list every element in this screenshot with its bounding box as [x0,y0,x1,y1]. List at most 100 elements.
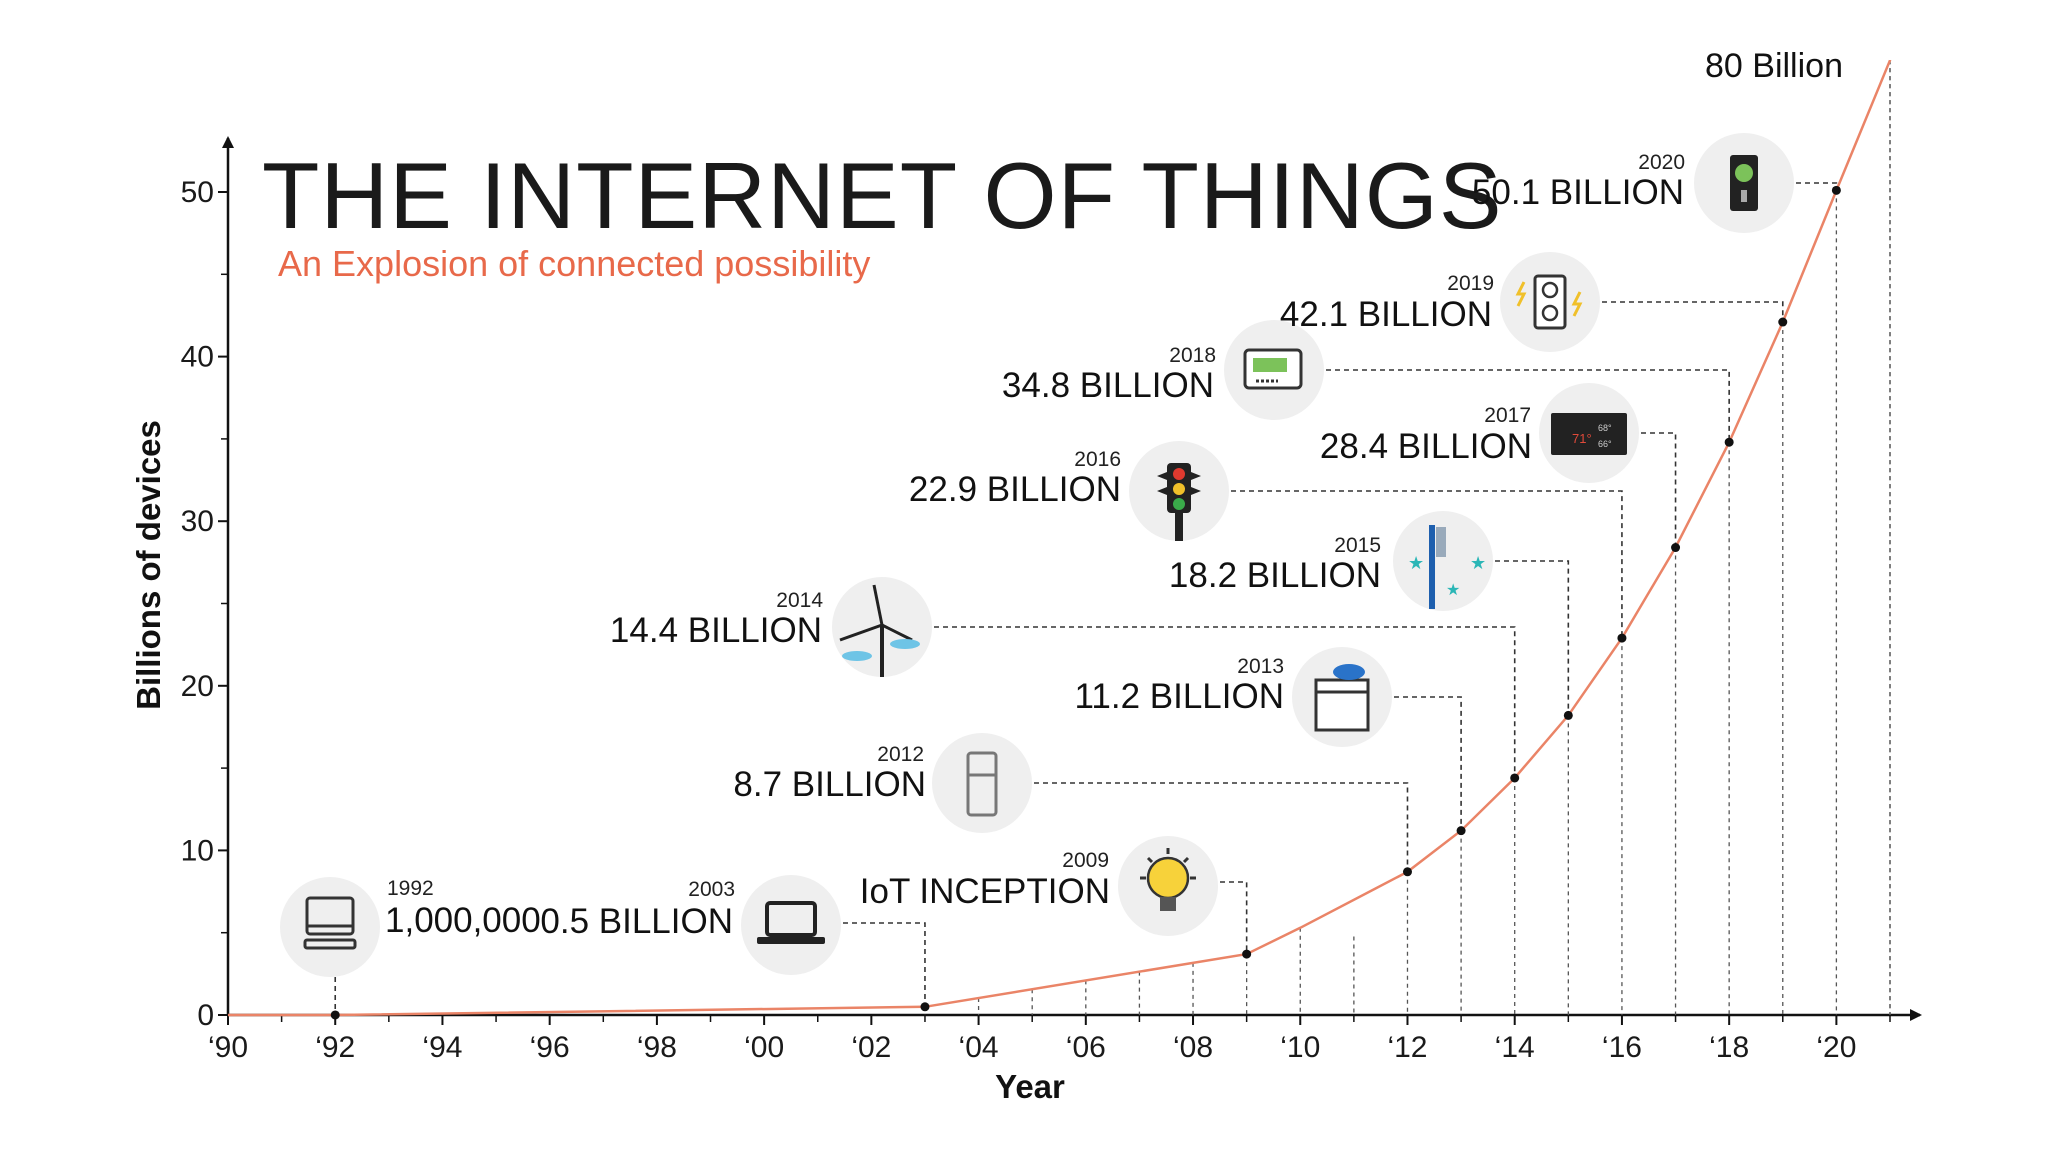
callout-label: 14.4 BILLION [610,611,822,650]
callout-year: 2016 [1074,448,1121,471]
data-point [1456,826,1466,836]
callout-2009: 2009 IoT INCEPTION [860,836,1218,936]
callout-badge [932,733,1032,833]
callout-year: 2018 [1169,344,1216,367]
x-tick-label: ‘02 [851,1031,891,1064]
callout-connector [1602,301,1784,323]
callout-2014: 2014 14.4 BILLION [610,577,932,677]
callout-year: 2009 [1062,849,1109,872]
callout-2015: ★ ★ ★ 2015 18.2 BILLION [1169,511,1493,611]
y-tick-label: 0 [197,999,214,1032]
top-annotation: 80 Billion [1705,47,1843,85]
x-axis-title: Year [995,1068,1065,1105]
smart-lock-icon [1730,155,1758,211]
traffic-light-icon [1157,463,1201,541]
x-tick-label: ‘16 [1602,1031,1642,1064]
callout-label: 1,000,000 [385,901,541,940]
chart-subtitle: An Explosion of connected possibility [278,243,870,284]
x-tick-label: ‘98 [637,1031,677,1064]
refrigerator-icon [966,751,998,817]
callout-connector [934,626,1516,778]
callout-2020: 2020 50.1 BILLION [1472,133,1794,233]
svg-text:★: ★ [1446,582,1460,599]
callout-2017: 71° 68° 66° 2017 28.4 BILLION [1320,383,1639,483]
data-point [1510,773,1520,783]
axis-ticks: ‘90 ‘92 ‘94 ‘96 ‘98 ‘00 ‘02 ‘04 ‘06 ‘08 ‘10 ‘12 ‘14 ‘… [181,176,1891,1064]
x-tick-label: ‘18 [1709,1031,1749,1064]
laptop-icon [757,901,825,944]
data-point [1402,867,1412,877]
callout-year: 2014 [776,589,823,612]
callout-connector [1326,369,1730,443]
smart-meter-icon [1243,348,1303,390]
y-axis-title: Billions of devices [130,420,167,710]
stove-icon [1314,664,1370,732]
callout-2013: 2013 11.2 BILLION [1075,647,1392,747]
callout-2003: 2003 0.5 BILLION [540,875,841,975]
callout-badge [1393,511,1493,611]
x-tick-label: ‘04 [959,1031,999,1064]
svg-text:68°: 68° [1598,423,1612,433]
x-tick-label: ‘20 [1816,1031,1856,1064]
callout-connector [1394,696,1462,831]
data-point [1724,437,1734,447]
callout-label: 42.1 BILLION [1280,295,1492,334]
x-tick-label: ‘06 [1066,1031,1106,1064]
callout-label: 11.2 BILLION [1075,677,1284,716]
x-tick-label: ‘90 [208,1031,248,1064]
data-point [920,1002,930,1012]
x-tick-label: ‘94 [422,1031,462,1064]
wind-turbine-icon [839,584,920,677]
svg-text:71°: 71° [1572,431,1592,446]
y-tick-label: 50 [181,176,214,209]
callout-label: 18.2 BILLION [1169,556,1381,595]
data-point [1617,633,1627,643]
callout-connector [1641,432,1677,548]
callout-year: 1992 [387,877,434,900]
data-point [1563,710,1573,720]
data-markers [330,185,1841,1020]
svg-text:66°: 66° [1598,439,1612,449]
callout-connectors [334,182,1838,1015]
callout-connector [843,922,926,1007]
callout-label: IoT INCEPTION [860,872,1110,911]
callout-label: 28.4 BILLION [1320,427,1532,466]
x-tick-label: ‘00 [744,1031,784,1064]
data-point [1671,543,1681,553]
y-tick-label: 40 [181,341,214,374]
data-point [1778,317,1788,327]
callout-2016: 2016 22.9 BILLION [909,441,1229,541]
x-tick-label: ‘10 [1280,1031,1320,1064]
x-tick-label: ‘96 [530,1031,570,1064]
callout-2012: 2012 8.7 BILLION [733,733,1032,833]
light-bulb-icon [1140,848,1196,911]
callout-label: 22.9 BILLION [909,470,1121,509]
callout-connector [1495,560,1570,716]
chart-title: THE INTERNET OF THINGS [262,143,1503,248]
callout-connector [1796,182,1838,191]
callout-2018: 2018 34.8 BILLION [1002,320,1324,420]
callout-year: 2017 [1484,404,1531,427]
toothbrush-icon: ★ ★ ★ [1408,525,1486,609]
callout-label: 34.8 BILLION [1002,366,1214,405]
callout-label: 50.1 BILLION [1472,173,1684,212]
callout-year: 2015 [1334,534,1381,557]
y-tick-label: 20 [181,670,214,703]
x-tick-label: ‘92 [315,1031,355,1064]
data-point [330,1010,340,1020]
callout-year: 2012 [877,743,924,766]
callout-year: 2013 [1237,655,1284,678]
y-tick-label: 30 [181,505,214,538]
smart-outlet-icon [1515,274,1583,330]
callout-badge [741,875,841,975]
x-tick-label: ‘08 [1173,1031,1213,1064]
series-line [228,59,1892,1017]
data-point [1831,185,1841,195]
callout-connector [1231,490,1623,639]
data-point [1242,949,1252,959]
svg-text:★: ★ [1470,553,1486,573]
callout-year: 2019 [1447,272,1494,295]
callout-1992: 1992 1,000,000 [280,877,541,977]
